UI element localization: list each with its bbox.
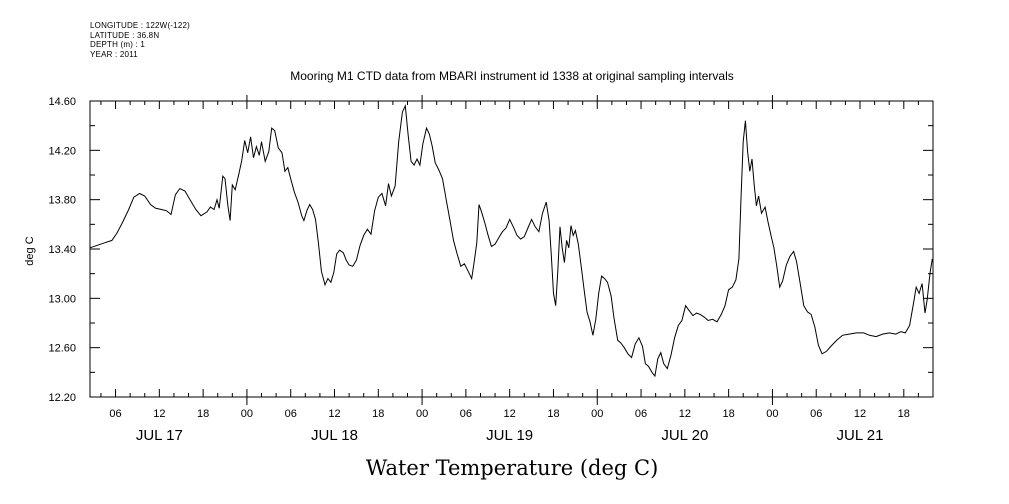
x-tick-label: 06 bbox=[109, 408, 121, 420]
x-tick-label: 18 bbox=[197, 408, 209, 420]
axis-labels: 12.20 12.60 13.00 13.40 13.80 14.20 14.60 06 12 1… bbox=[48, 96, 909, 444]
x-tick-label: 18 bbox=[898, 408, 910, 420]
day-label: JUL 17 bbox=[136, 427, 183, 444]
x-tick-label: 00 bbox=[766, 408, 778, 420]
x-tick-label: 12 bbox=[854, 408, 866, 420]
x-tick-label: 06 bbox=[635, 408, 647, 420]
y-tick-label: 13.00 bbox=[48, 293, 76, 305]
x-tick-label: 06 bbox=[285, 408, 297, 420]
x-tick-label: 18 bbox=[547, 408, 559, 420]
x-tick-label: 06 bbox=[460, 408, 472, 420]
axis-ticks bbox=[90, 95, 934, 405]
day-label: JUL 21 bbox=[837, 427, 884, 444]
x-tick-label: 00 bbox=[241, 408, 253, 420]
depth-line: DEPTH (m) : 1 bbox=[90, 40, 146, 49]
x-tick-label: 18 bbox=[372, 408, 384, 420]
x-tick-label: 12 bbox=[504, 408, 516, 420]
chart-caption: Water Temperature (deg C) bbox=[366, 456, 659, 480]
y-tick-label: 13.40 bbox=[48, 244, 76, 256]
x-tick-label: 06 bbox=[810, 408, 822, 420]
y-tick-label: 12.20 bbox=[48, 392, 76, 404]
longitude-line: LONGITUDE : 122W(-122) bbox=[90, 21, 190, 30]
y-tick-label: 12.60 bbox=[48, 343, 76, 355]
year-line: YEAR : 2011 bbox=[90, 49, 138, 59]
water-temperature-line bbox=[89, 104, 933, 378]
y-axis-label: deg C bbox=[24, 236, 36, 265]
plot-frame bbox=[89, 100, 934, 398]
day-label: JUL 19 bbox=[486, 427, 533, 444]
chart-title: Mooring M1 CTD data from MBARI instrumen… bbox=[290, 69, 734, 83]
y-tick-label: 14.20 bbox=[48, 145, 76, 157]
y-tick-label: 14.60 bbox=[48, 96, 76, 108]
y-tick-label: 13.80 bbox=[48, 195, 76, 207]
x-tick-label: 12 bbox=[328, 408, 340, 420]
x-tick-label: 12 bbox=[153, 408, 165, 420]
day-label: JUL 20 bbox=[661, 427, 708, 444]
x-tick-label: 18 bbox=[723, 408, 735, 420]
x-tick-label: 00 bbox=[416, 408, 428, 420]
latitude-line: LATITUDE : 36.8N bbox=[90, 30, 160, 40]
metadata-block: LONGITUDE : 122W(-122) LATITUDE : 36.8N … bbox=[90, 21, 190, 59]
x-tick-label: 12 bbox=[679, 408, 691, 420]
day-label: JUL 18 bbox=[311, 427, 358, 444]
x-tick-label: 00 bbox=[591, 408, 603, 420]
